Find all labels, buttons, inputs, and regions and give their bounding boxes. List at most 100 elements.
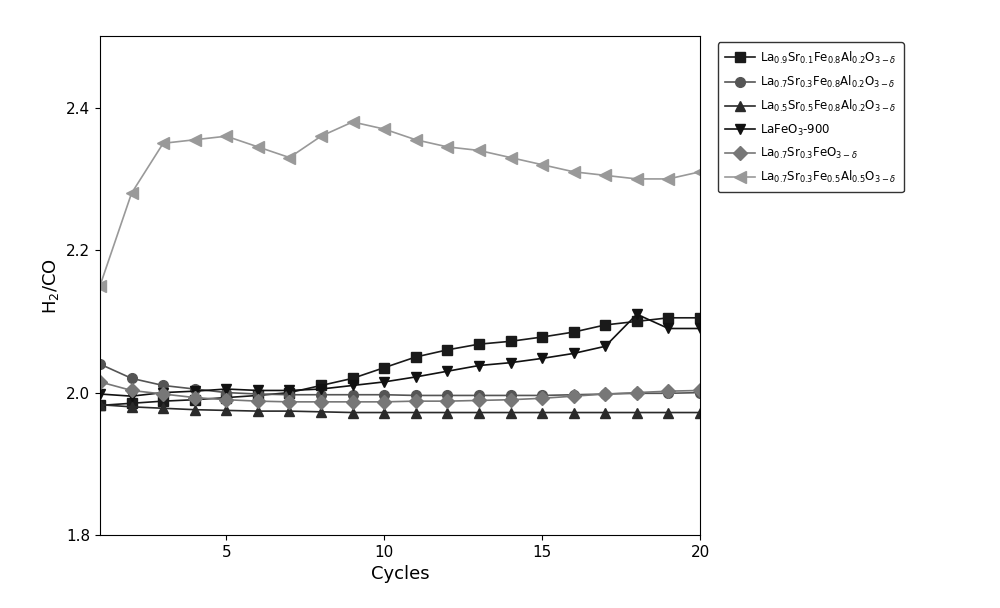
La$_{0.7}$Sr$_{0.3}$Fe$_{0.8}$Al$_{0.2}$O$_{3-\delta}$ xyxy=(126,375,138,382)
La$_{0.7}$Sr$_{0.3}$Fe$_{0.5}$Al$_{0.5}$O$_{3-\delta}$ xyxy=(568,168,580,176)
La$_{0.9}$Sr$_{0.1}$Fe$_{0.8}$Al$_{0.2}$O$_{3-\delta}$ xyxy=(662,314,674,322)
La$_{0.5}$Sr$_{0.5}$Fe$_{0.8}$Al$_{0.2}$O$_{3-\delta}$ xyxy=(662,409,674,416)
LaFeO$_3$-900 xyxy=(505,359,517,367)
LaFeO$_3$-900 xyxy=(283,387,295,394)
La$_{0.9}$Sr$_{0.1}$Fe$_{0.8}$Al$_{0.2}$O$_{3-\delta}$ xyxy=(378,364,390,371)
Y-axis label: H$_2$/CO: H$_2$/CO xyxy=(41,258,61,314)
LaFeO$_3$-900 xyxy=(252,387,264,394)
La$_{0.7}$Sr$_{0.3}$Fe$_{0.5}$Al$_{0.5}$O$_{3-\delta}$ xyxy=(220,133,232,140)
La$_{0.5}$Sr$_{0.5}$Fe$_{0.8}$Al$_{0.2}$O$_{3-\delta}$ xyxy=(189,406,201,413)
La$_{0.5}$Sr$_{0.5}$Fe$_{0.8}$Al$_{0.2}$O$_{3-\delta}$ xyxy=(568,409,580,416)
La$_{0.7}$Sr$_{0.3}$Fe$_{0.8}$Al$_{0.2}$O$_{3-\delta}$ xyxy=(189,385,201,393)
La$_{0.5}$Sr$_{0.5}$Fe$_{0.8}$Al$_{0.2}$O$_{3-\delta}$ xyxy=(315,408,327,415)
LaFeO$_3$-900 xyxy=(315,385,327,393)
LaFeO$_3$-900 xyxy=(441,368,453,375)
La$_{0.7}$Sr$_{0.3}$Fe$_{0.8}$Al$_{0.2}$O$_{3-\delta}$ xyxy=(568,391,580,398)
La$_{0.7}$Sr$_{0.3}$Fe$_{0.5}$Al$_{0.5}$O$_{3-\delta}$ xyxy=(126,190,138,197)
La$_{0.5}$Sr$_{0.5}$Fe$_{0.8}$Al$_{0.2}$O$_{3-\delta}$ xyxy=(94,401,106,409)
La$_{0.7}$Sr$_{0.3}$Fe$_{0.5}$Al$_{0.5}$O$_{3-\delta}$ xyxy=(347,119,359,126)
La$_{0.9}$Sr$_{0.1}$Fe$_{0.8}$Al$_{0.2}$O$_{3-\delta}$ xyxy=(473,340,485,348)
La$_{0.7}$Sr$_{0.3}$Fe$_{0.5}$Al$_{0.5}$O$_{3-\delta}$ xyxy=(631,175,643,182)
La$_{0.7}$Sr$_{0.3}$Fe$_{0.8}$Al$_{0.2}$O$_{3-\delta}$ xyxy=(473,392,485,399)
LaFeO$_3$-900 xyxy=(189,387,201,395)
La$_{0.7}$Sr$_{0.3}$Fe$_{0.8}$Al$_{0.2}$O$_{3-\delta}$ xyxy=(662,390,674,397)
La$_{0.7}$Sr$_{0.3}$Fe$_{0.5}$Al$_{0.5}$O$_{3-\delta}$ xyxy=(252,143,264,151)
La$_{0.7}$Sr$_{0.3}$FeO$_{3-\delta}$ xyxy=(505,396,517,403)
La$_{0.7}$Sr$_{0.3}$FeO$_{3-\delta}$ xyxy=(315,398,327,406)
La$_{0.9}$Sr$_{0.1}$Fe$_{0.8}$Al$_{0.2}$O$_{3-\delta}$ xyxy=(157,398,169,405)
La$_{0.7}$Sr$_{0.3}$Fe$_{0.5}$Al$_{0.5}$O$_{3-\delta}$ xyxy=(441,143,453,151)
LaFeO$_3$-900 xyxy=(410,373,422,381)
La$_{0.7}$Sr$_{0.3}$FeO$_{3-\delta}$ xyxy=(189,394,201,401)
LaFeO$_3$-900 xyxy=(694,325,706,332)
La$_{0.7}$Sr$_{0.3}$FeO$_{3-\delta}$ xyxy=(157,390,169,398)
La$_{0.7}$Sr$_{0.3}$FeO$_{3-\delta}$ xyxy=(252,398,264,405)
La$_{0.7}$Sr$_{0.3}$Fe$_{0.8}$Al$_{0.2}$O$_{3-\delta}$ xyxy=(410,392,422,399)
La$_{0.7}$Sr$_{0.3}$Fe$_{0.8}$Al$_{0.2}$O$_{3-\delta}$ xyxy=(94,361,106,368)
LaFeO$_3$-900 xyxy=(568,350,580,357)
La$_{0.7}$Sr$_{0.3}$Fe$_{0.5}$Al$_{0.5}$O$_{3-\delta}$ xyxy=(694,168,706,176)
La$_{0.5}$Sr$_{0.5}$Fe$_{0.8}$Al$_{0.2}$O$_{3-\delta}$ xyxy=(536,409,548,416)
La$_{0.7}$Sr$_{0.3}$FeO$_{3-\delta}$ xyxy=(283,398,295,406)
La$_{0.5}$Sr$_{0.5}$Fe$_{0.8}$Al$_{0.2}$O$_{3-\delta}$ xyxy=(505,409,517,416)
La$_{0.9}$Sr$_{0.1}$Fe$_{0.8}$Al$_{0.2}$O$_{3-\delta}$ xyxy=(694,314,706,322)
La$_{0.7}$Sr$_{0.3}$Fe$_{0.8}$Al$_{0.2}$O$_{3-\delta}$ xyxy=(694,389,706,396)
La$_{0.7}$Sr$_{0.3}$Fe$_{0.5}$Al$_{0.5}$O$_{3-\delta}$ xyxy=(536,161,548,168)
La$_{0.7}$Sr$_{0.3}$FeO$_{3-\delta}$ xyxy=(536,395,548,402)
La$_{0.7}$Sr$_{0.3}$Fe$_{0.8}$Al$_{0.2}$O$_{3-\delta}$ xyxy=(505,392,517,399)
La$_{0.9}$Sr$_{0.1}$Fe$_{0.8}$Al$_{0.2}$O$_{3-\delta}$ xyxy=(189,396,201,403)
La$_{0.9}$Sr$_{0.1}$Fe$_{0.8}$Al$_{0.2}$O$_{3-\delta}$ xyxy=(283,389,295,396)
La$_{0.7}$Sr$_{0.3}$Fe$_{0.8}$Al$_{0.2}$O$_{3-\delta}$ xyxy=(536,392,548,399)
LaFeO$_3$-900 xyxy=(157,389,169,396)
La$_{0.9}$Sr$_{0.1}$Fe$_{0.8}$Al$_{0.2}$O$_{3-\delta}$ xyxy=(441,346,453,353)
La$_{0.7}$Sr$_{0.3}$FeO$_{3-\delta}$ xyxy=(94,378,106,385)
La$_{0.9}$Sr$_{0.1}$Fe$_{0.8}$Al$_{0.2}$O$_{3-\delta}$ xyxy=(315,382,327,389)
La$_{0.7}$Sr$_{0.3}$FeO$_{3-\delta}$ xyxy=(220,396,232,403)
La$_{0.7}$Sr$_{0.3}$Fe$_{0.8}$Al$_{0.2}$O$_{3-\delta}$ xyxy=(252,390,264,398)
La$_{0.7}$Sr$_{0.3}$Fe$_{0.5}$Al$_{0.5}$O$_{3-\delta}$ xyxy=(283,154,295,161)
La$_{0.7}$Sr$_{0.3}$Fe$_{0.8}$Al$_{0.2}$O$_{3-\delta}$ xyxy=(220,389,232,396)
LaFeO$_3$-900 xyxy=(631,311,643,318)
LaFeO$_3$-900 xyxy=(536,354,548,362)
La$_{0.7}$Sr$_{0.3}$Fe$_{0.8}$Al$_{0.2}$O$_{3-\delta}$ xyxy=(631,390,643,397)
La$_{0.5}$Sr$_{0.5}$Fe$_{0.8}$Al$_{0.2}$O$_{3-\delta}$ xyxy=(599,409,611,416)
LaFeO$_3$-900 xyxy=(473,362,485,369)
La$_{0.5}$Sr$_{0.5}$Fe$_{0.8}$Al$_{0.2}$O$_{3-\delta}$ xyxy=(126,403,138,410)
La$_{0.5}$Sr$_{0.5}$Fe$_{0.8}$Al$_{0.2}$O$_{3-\delta}$ xyxy=(441,409,453,416)
Line: LaFeO$_3$-900: LaFeO$_3$-900 xyxy=(95,309,705,401)
La$_{0.5}$Sr$_{0.5}$Fe$_{0.8}$Al$_{0.2}$O$_{3-\delta}$ xyxy=(347,409,359,416)
La$_{0.9}$Sr$_{0.1}$Fe$_{0.8}$Al$_{0.2}$O$_{3-\delta}$ xyxy=(631,318,643,325)
La$_{0.7}$Sr$_{0.3}$Fe$_{0.5}$Al$_{0.5}$O$_{3-\delta}$ xyxy=(94,282,106,289)
LaFeO$_3$-900 xyxy=(220,385,232,393)
La$_{0.7}$Sr$_{0.3}$Fe$_{0.8}$Al$_{0.2}$O$_{3-\delta}$ xyxy=(441,392,453,399)
Line: La$_{0.7}$Sr$_{0.3}$Fe$_{0.8}$Al$_{0.2}$O$_{3-\delta}$: La$_{0.7}$Sr$_{0.3}$Fe$_{0.8}$Al$_{0.2}$… xyxy=(95,359,705,400)
Line: La$_{0.7}$Sr$_{0.3}$Fe$_{0.5}$Al$_{0.5}$O$_{3-\delta}$: La$_{0.7}$Sr$_{0.3}$Fe$_{0.5}$Al$_{0.5}$… xyxy=(94,116,706,292)
La$_{0.5}$Sr$_{0.5}$Fe$_{0.8}$Al$_{0.2}$O$_{3-\delta}$ xyxy=(283,407,295,415)
La$_{0.7}$Sr$_{0.3}$FeO$_{3-\delta}$ xyxy=(441,398,453,405)
Line: La$_{0.7}$Sr$_{0.3}$FeO$_{3-\delta}$: La$_{0.7}$Sr$_{0.3}$FeO$_{3-\delta}$ xyxy=(95,377,705,407)
La$_{0.7}$Sr$_{0.3}$Fe$_{0.5}$Al$_{0.5}$O$_{3-\delta}$ xyxy=(599,171,611,179)
La$_{0.9}$Sr$_{0.1}$Fe$_{0.8}$Al$_{0.2}$O$_{3-\delta}$ xyxy=(536,333,548,340)
La$_{0.7}$Sr$_{0.3}$Fe$_{0.8}$Al$_{0.2}$O$_{3-\delta}$ xyxy=(283,391,295,398)
La$_{0.9}$Sr$_{0.1}$Fe$_{0.8}$Al$_{0.2}$O$_{3-\delta}$ xyxy=(347,375,359,382)
La$_{0.7}$Sr$_{0.3}$Fe$_{0.5}$Al$_{0.5}$O$_{3-\delta}$ xyxy=(410,136,422,143)
La$_{0.7}$Sr$_{0.3}$Fe$_{0.5}$Al$_{0.5}$O$_{3-\delta}$ xyxy=(473,147,485,154)
LaFeO$_3$-900 xyxy=(662,325,674,332)
La$_{0.9}$Sr$_{0.1}$Fe$_{0.8}$Al$_{0.2}$O$_{3-\delta}$ xyxy=(252,392,264,399)
La$_{0.7}$Sr$_{0.3}$FeO$_{3-\delta}$ xyxy=(378,398,390,406)
La$_{0.5}$Sr$_{0.5}$Fe$_{0.8}$Al$_{0.2}$O$_{3-\delta}$ xyxy=(157,404,169,412)
La$_{0.7}$Sr$_{0.3}$Fe$_{0.8}$Al$_{0.2}$O$_{3-\delta}$ xyxy=(378,391,390,398)
Line: La$_{0.9}$Sr$_{0.1}$Fe$_{0.8}$Al$_{0.2}$O$_{3-\delta}$: La$_{0.9}$Sr$_{0.1}$Fe$_{0.8}$Al$_{0.2}$… xyxy=(95,313,705,410)
La$_{0.5}$Sr$_{0.5}$Fe$_{0.8}$Al$_{0.2}$O$_{3-\delta}$ xyxy=(694,409,706,416)
La$_{0.9}$Sr$_{0.1}$Fe$_{0.8}$Al$_{0.2}$O$_{3-\delta}$ xyxy=(220,394,232,401)
La$_{0.5}$Sr$_{0.5}$Fe$_{0.8}$Al$_{0.2}$O$_{3-\delta}$ xyxy=(473,409,485,416)
La$_{0.7}$Sr$_{0.3}$FeO$_{3-\delta}$ xyxy=(473,397,485,404)
La$_{0.7}$Sr$_{0.3}$FeO$_{3-\delta}$ xyxy=(631,389,643,396)
La$_{0.7}$Sr$_{0.3}$Fe$_{0.5}$Al$_{0.5}$O$_{3-\delta}$ xyxy=(315,133,327,140)
La$_{0.9}$Sr$_{0.1}$Fe$_{0.8}$Al$_{0.2}$O$_{3-\delta}$ xyxy=(410,353,422,361)
LaFeO$_3$-900 xyxy=(599,343,611,350)
La$_{0.7}$Sr$_{0.3}$Fe$_{0.5}$Al$_{0.5}$O$_{3-\delta}$ xyxy=(505,154,517,161)
La$_{0.7}$Sr$_{0.3}$FeO$_{3-\delta}$ xyxy=(126,387,138,394)
La$_{0.7}$Sr$_{0.3}$Fe$_{0.5}$Al$_{0.5}$O$_{3-\delta}$ xyxy=(662,175,674,182)
La$_{0.7}$Sr$_{0.3}$FeO$_{3-\delta}$ xyxy=(694,387,706,394)
